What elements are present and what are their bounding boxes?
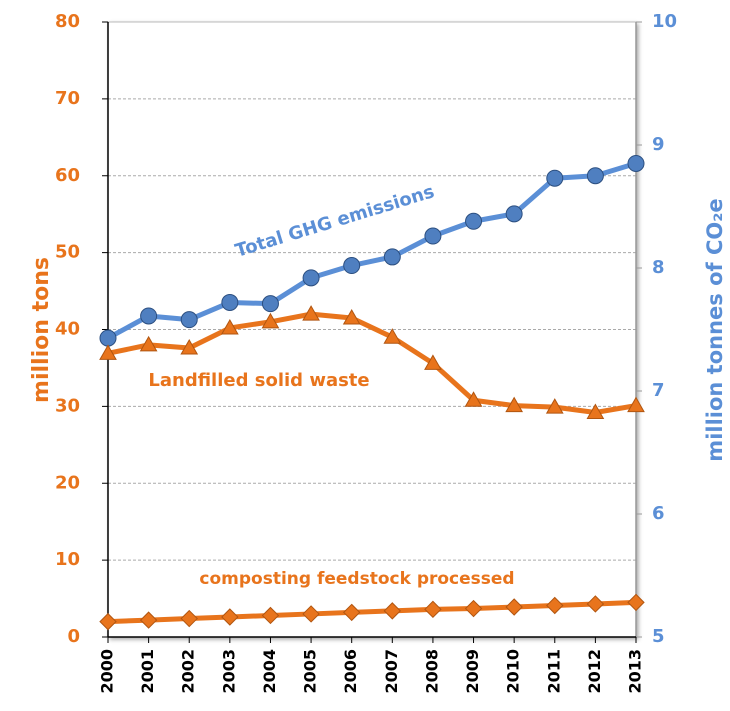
marker bbox=[586, 167, 604, 185]
y-tick-label: 60 bbox=[55, 165, 80, 186]
marker bbox=[546, 596, 564, 615]
marker bbox=[220, 318, 239, 335]
marker bbox=[180, 609, 198, 628]
marker bbox=[505, 598, 523, 616]
x-tick-label: 2004 bbox=[260, 649, 279, 694]
marker bbox=[465, 212, 483, 230]
marker bbox=[545, 398, 564, 414]
x-tick-label: 2010 bbox=[504, 649, 523, 694]
y2-tick-label: 8 bbox=[652, 257, 665, 278]
marker bbox=[424, 227, 442, 245]
marker bbox=[221, 608, 239, 626]
x-tick-label: 2001 bbox=[138, 649, 157, 694]
y-tick-label: 10 bbox=[55, 549, 80, 570]
y-tick-label: 30 bbox=[55, 395, 80, 416]
marker bbox=[343, 257, 361, 275]
marker bbox=[139, 335, 158, 352]
y2-tick-label: 5 bbox=[652, 626, 665, 647]
marker bbox=[302, 269, 320, 287]
x-tick-label: 2009 bbox=[463, 649, 482, 694]
marker bbox=[99, 344, 117, 360]
marker bbox=[505, 396, 524, 413]
series-label: Landfilled solid waste bbox=[148, 370, 369, 391]
y-tick-label: 70 bbox=[55, 88, 80, 109]
marker bbox=[302, 305, 320, 321]
y-tick-label: 0 bbox=[67, 626, 80, 647]
marker bbox=[383, 248, 401, 266]
marker bbox=[464, 599, 483, 618]
y2-tick-label: 7 bbox=[652, 380, 665, 401]
marker bbox=[586, 403, 605, 420]
marker bbox=[99, 329, 117, 347]
y-tick-label: 50 bbox=[55, 242, 80, 263]
x-tick-label: 2000 bbox=[98, 649, 117, 694]
marker bbox=[627, 593, 645, 612]
x-tick-label: 2006 bbox=[341, 649, 360, 694]
y-tick-label: 80 bbox=[55, 11, 80, 32]
marker bbox=[140, 307, 158, 325]
y2-axis-label: million tonnes of CO₂e bbox=[703, 198, 727, 461]
marker bbox=[180, 311, 198, 329]
marker bbox=[261, 606, 280, 625]
marker bbox=[383, 328, 402, 344]
marker bbox=[424, 354, 442, 370]
series-label: composting feedstock processed bbox=[199, 569, 514, 589]
y2-tick-label: 9 bbox=[652, 134, 665, 155]
y2-tick-label: 10 bbox=[652, 11, 677, 32]
marker bbox=[342, 603, 361, 622]
marker bbox=[546, 169, 564, 187]
marker bbox=[383, 602, 402, 620]
y2-tick-label: 6 bbox=[652, 503, 665, 524]
marker bbox=[627, 396, 645, 413]
marker bbox=[221, 293, 239, 311]
marker bbox=[99, 612, 117, 631]
marker bbox=[180, 338, 199, 355]
x-tick-label: 2002 bbox=[179, 649, 198, 694]
x-tick-label: 2008 bbox=[422, 649, 441, 694]
x-tick-label: 2012 bbox=[585, 649, 604, 694]
marker bbox=[505, 205, 523, 223]
y-tick-label: 40 bbox=[55, 319, 80, 340]
y-axis-label: million tons bbox=[29, 257, 54, 403]
series-line bbox=[107, 311, 637, 416]
marker bbox=[139, 611, 158, 629]
marker bbox=[261, 295, 279, 313]
x-tick-label: 2005 bbox=[301, 649, 320, 694]
marker bbox=[342, 308, 361, 325]
marker bbox=[586, 595, 605, 613]
y-tick-label: 20 bbox=[55, 472, 80, 493]
x-tick-label: 2011 bbox=[544, 649, 563, 694]
x-tick-label: 2013 bbox=[626, 649, 645, 694]
marker bbox=[261, 312, 280, 329]
marker bbox=[424, 600, 442, 619]
x-tick-label: 2007 bbox=[382, 649, 401, 694]
x-tick-label: 2003 bbox=[219, 649, 238, 694]
marker bbox=[302, 605, 320, 623]
marker bbox=[627, 154, 645, 172]
marker bbox=[464, 391, 483, 407]
